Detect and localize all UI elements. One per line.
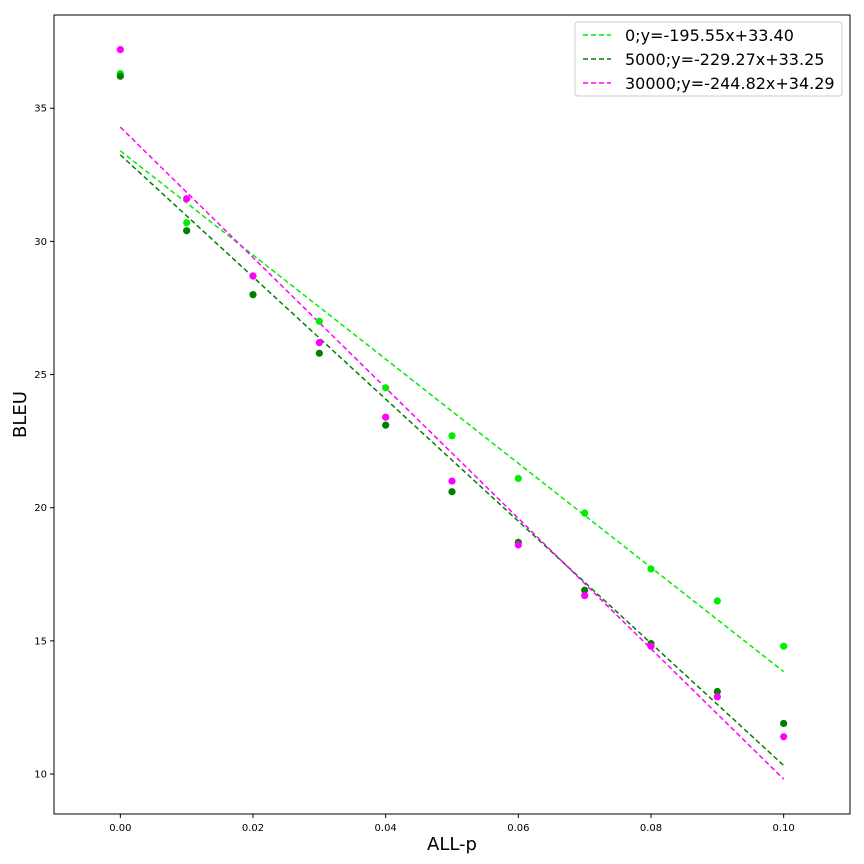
data-point	[315, 349, 323, 357]
data-point	[183, 219, 191, 227]
x-axis-title: ALL-p	[427, 834, 477, 855]
data-point	[382, 421, 390, 429]
y-tick-label: 30	[34, 237, 47, 248]
fit-line	[119, 154, 785, 766]
data-point	[514, 474, 522, 483]
points-group	[116, 46, 788, 741]
x-tick-label: 0.00	[109, 823, 131, 834]
y-axis: 10 15 20 25 30 35	[34, 104, 54, 781]
data-point	[183, 195, 191, 203]
data-point	[315, 317, 323, 325]
data-point	[780, 719, 788, 728]
y-axis-title: BLEU	[10, 391, 31, 438]
data-point	[581, 592, 589, 600]
x-tick-label: 0.10	[773, 823, 795, 834]
fit-lines-group	[119, 126, 785, 780]
data-point	[713, 687, 721, 696]
y-tick-label: 10	[34, 770, 47, 781]
data-point	[382, 413, 390, 421]
data-point	[315, 338, 323, 347]
data-point	[514, 541, 522, 549]
legend-label: 5000;y=-229.27x+33.25	[625, 50, 824, 69]
data-point	[448, 477, 456, 485]
plot-frame	[53, 14, 851, 815]
x-tick-label: 0.06	[507, 823, 529, 834]
x-tick-label: 0.02	[242, 823, 264, 834]
legend-label: 30000;y=-244.82x+34.29	[625, 74, 835, 93]
y-tick-label: 25	[34, 370, 47, 381]
legend: 0;y=-195.55x+33.40 5000;y=-229.27x+33.25 3…	[574, 21, 843, 97]
data-point	[581, 509, 589, 517]
data-point	[581, 586, 589, 594]
data-point	[780, 733, 788, 741]
y-tick-label: 35	[34, 104, 47, 115]
x-tick-label: 0.08	[640, 823, 662, 834]
y-tick-label: 20	[34, 503, 47, 514]
data-point	[183, 227, 191, 235]
data-point	[647, 642, 655, 650]
data-point	[249, 291, 257, 299]
legend-label: 0;y=-195.55x+33.40	[625, 26, 794, 45]
x-axis: 0.00 0.02 0.04 0.06 0.08 0.10	[109, 814, 795, 834]
data-point	[116, 72, 124, 80]
data-point	[713, 597, 721, 605]
data-point	[382, 384, 390, 392]
data-point	[647, 565, 655, 573]
fit-line	[119, 126, 785, 780]
y-tick-label: 15	[34, 636, 47, 647]
data-point	[713, 693, 721, 701]
legend-box	[574, 21, 843, 97]
fit-line	[119, 150, 785, 673]
data-point	[249, 272, 257, 280]
data-point	[448, 488, 456, 496]
data-point	[780, 642, 788, 650]
data-point	[116, 46, 124, 54]
x-tick-label: 0.04	[375, 823, 397, 834]
data-point	[448, 432, 456, 440]
